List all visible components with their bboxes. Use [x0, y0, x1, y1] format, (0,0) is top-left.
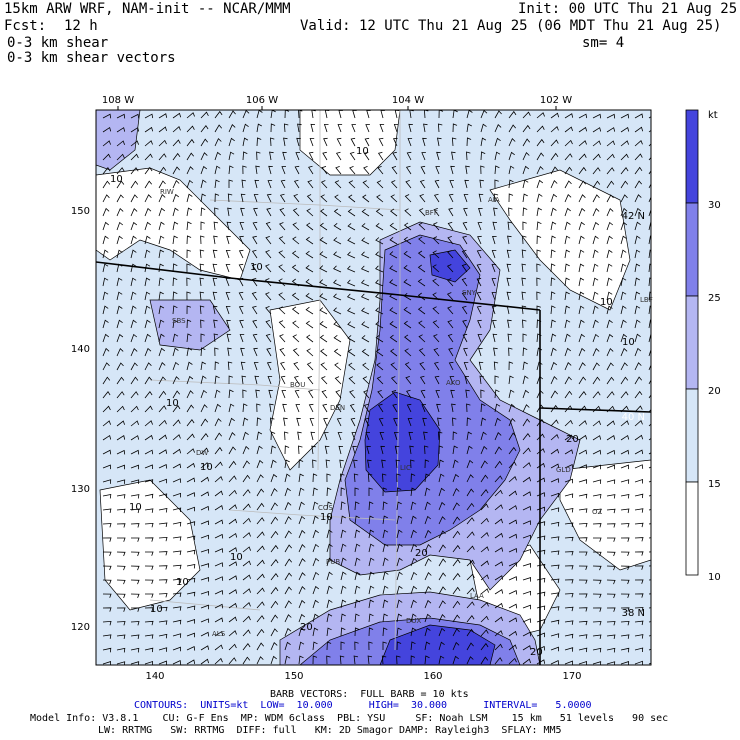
station-bff: BFF	[425, 209, 438, 217]
station-sbs: SBS	[172, 317, 186, 325]
contour-label: 10	[250, 262, 263, 273]
forecast-label: Fcst:	[4, 18, 47, 34]
station-gld: GLD	[556, 466, 571, 474]
barb-legend: BARB VECTORS: FULL BARB = 10 kts	[270, 689, 469, 700]
station-pub: PUB	[326, 558, 340, 566]
colorbar-label: 10	[708, 572, 721, 583]
contour-fill-30	[364, 391, 441, 493]
station-labels: RIW BFF AIA SBS SNY LBF BOU DEN AKO LIC GLD COS PUB D…	[160, 188, 653, 638]
contour-label: 10	[320, 512, 333, 523]
contour-label: 10	[176, 577, 189, 588]
station-laa: LAA	[470, 592, 484, 600]
model-title: 15km ARW WRF, NAM-init -- NCAR/MMM	[4, 1, 291, 17]
bottom-grid-tick: 170	[562, 671, 581, 682]
top-lon-tick: 102 W	[540, 95, 572, 106]
contour-label: 10	[356, 146, 369, 157]
lat-label: 38 N	[622, 608, 645, 619]
colorbar-box	[685, 481, 699, 576]
contour-label: 20	[300, 622, 313, 633]
bottom-grid-tick: 140	[145, 671, 164, 682]
station-als: ALS	[212, 630, 226, 638]
contour-label: 10	[166, 398, 179, 409]
station-lbf: LBF	[640, 296, 653, 304]
top-lon-tick: 104 W	[392, 95, 424, 106]
left-grid-tick: 150	[71, 206, 90, 217]
model-info-line-1: Model Info: V3.8.1 CU: G-F Ens MP: WDM 6…	[30, 713, 669, 724]
colorbar-unit: kt	[708, 110, 718, 121]
contour-label: 10	[110, 174, 123, 185]
station-bou: BOU	[290, 381, 305, 389]
smoothing-label: sm= 4	[582, 35, 625, 51]
lat-label: 42 N	[622, 211, 645, 222]
valid-time: Valid: 12 UTC Thu 21 Aug 25 (06 MDT Thu …	[300, 18, 722, 34]
station-den: DEN	[330, 404, 345, 412]
left-grid-tick: 120	[71, 622, 90, 633]
field-name: 0-3 km shear	[7, 35, 109, 51]
contour-label: 10	[200, 462, 213, 473]
wind-barbs	[102, 110, 651, 665]
colorbar-label: 15	[708, 479, 721, 490]
colorbar-label: 30	[708, 200, 721, 211]
contour-label: 10	[600, 297, 613, 308]
station-ako: AKO	[446, 379, 461, 387]
map-frame	[95, 109, 652, 666]
contour-label: 10	[230, 552, 243, 563]
contour-labels: 10 10 10 10 10 10 10 10 10 10 20 20 20 20 10 10	[110, 146, 635, 658]
station-aia: AIA	[488, 196, 500, 204]
contour-label: 10	[622, 337, 635, 348]
station-cos: COS	[318, 504, 333, 512]
station-sny: SNY	[462, 289, 477, 297]
left-grid-tick: 130	[71, 484, 90, 495]
colorbar: kt 30 25 20 15 10	[685, 109, 721, 583]
contour-label: 20	[566, 434, 579, 445]
vector-field-name: 0-3 km shear vectors	[7, 50, 176, 66]
bottom-grid-tick: 150	[284, 671, 303, 682]
contour-label: 10	[150, 604, 163, 615]
station-oz: OZ	[592, 508, 603, 516]
forecast-hour: 12 h	[64, 18, 98, 34]
bottom-grid-tick: 160	[423, 671, 442, 682]
contour-label: 10	[129, 502, 142, 513]
contour-label: 20	[415, 548, 428, 559]
colorbar-box	[685, 109, 699, 204]
top-lon-tick: 106 W	[246, 95, 278, 106]
left-grid-tick: 140	[71, 344, 90, 355]
contour-info: CONTOURS: UNITS=kt LOW= 10.000 HIGH= 30.…	[134, 700, 592, 711]
station-dw: DW	[196, 449, 208, 457]
station-dux: DUX	[406, 617, 422, 625]
shaded-field	[96, 110, 651, 665]
station-riw: RIW	[160, 188, 174, 196]
lat-label: 40 N	[622, 412, 645, 423]
top-lon-tick: 108 W	[102, 95, 134, 106]
colorbar-label: 20	[708, 386, 721, 397]
colorbar-box	[685, 388, 699, 483]
contour-label: 20	[530, 647, 543, 658]
colorbar-label: 25	[708, 293, 721, 304]
init-time: Init: 00 UTC Thu 21 Aug 25	[518, 1, 738, 17]
station-lic: LIC	[400, 464, 411, 472]
colorbar-box	[685, 202, 699, 297]
colorbar-box	[685, 295, 699, 390]
model-info-line-2: LW: RRTMG SW: RRTMG DIFF: full KM: 2D Sm…	[98, 725, 562, 736]
